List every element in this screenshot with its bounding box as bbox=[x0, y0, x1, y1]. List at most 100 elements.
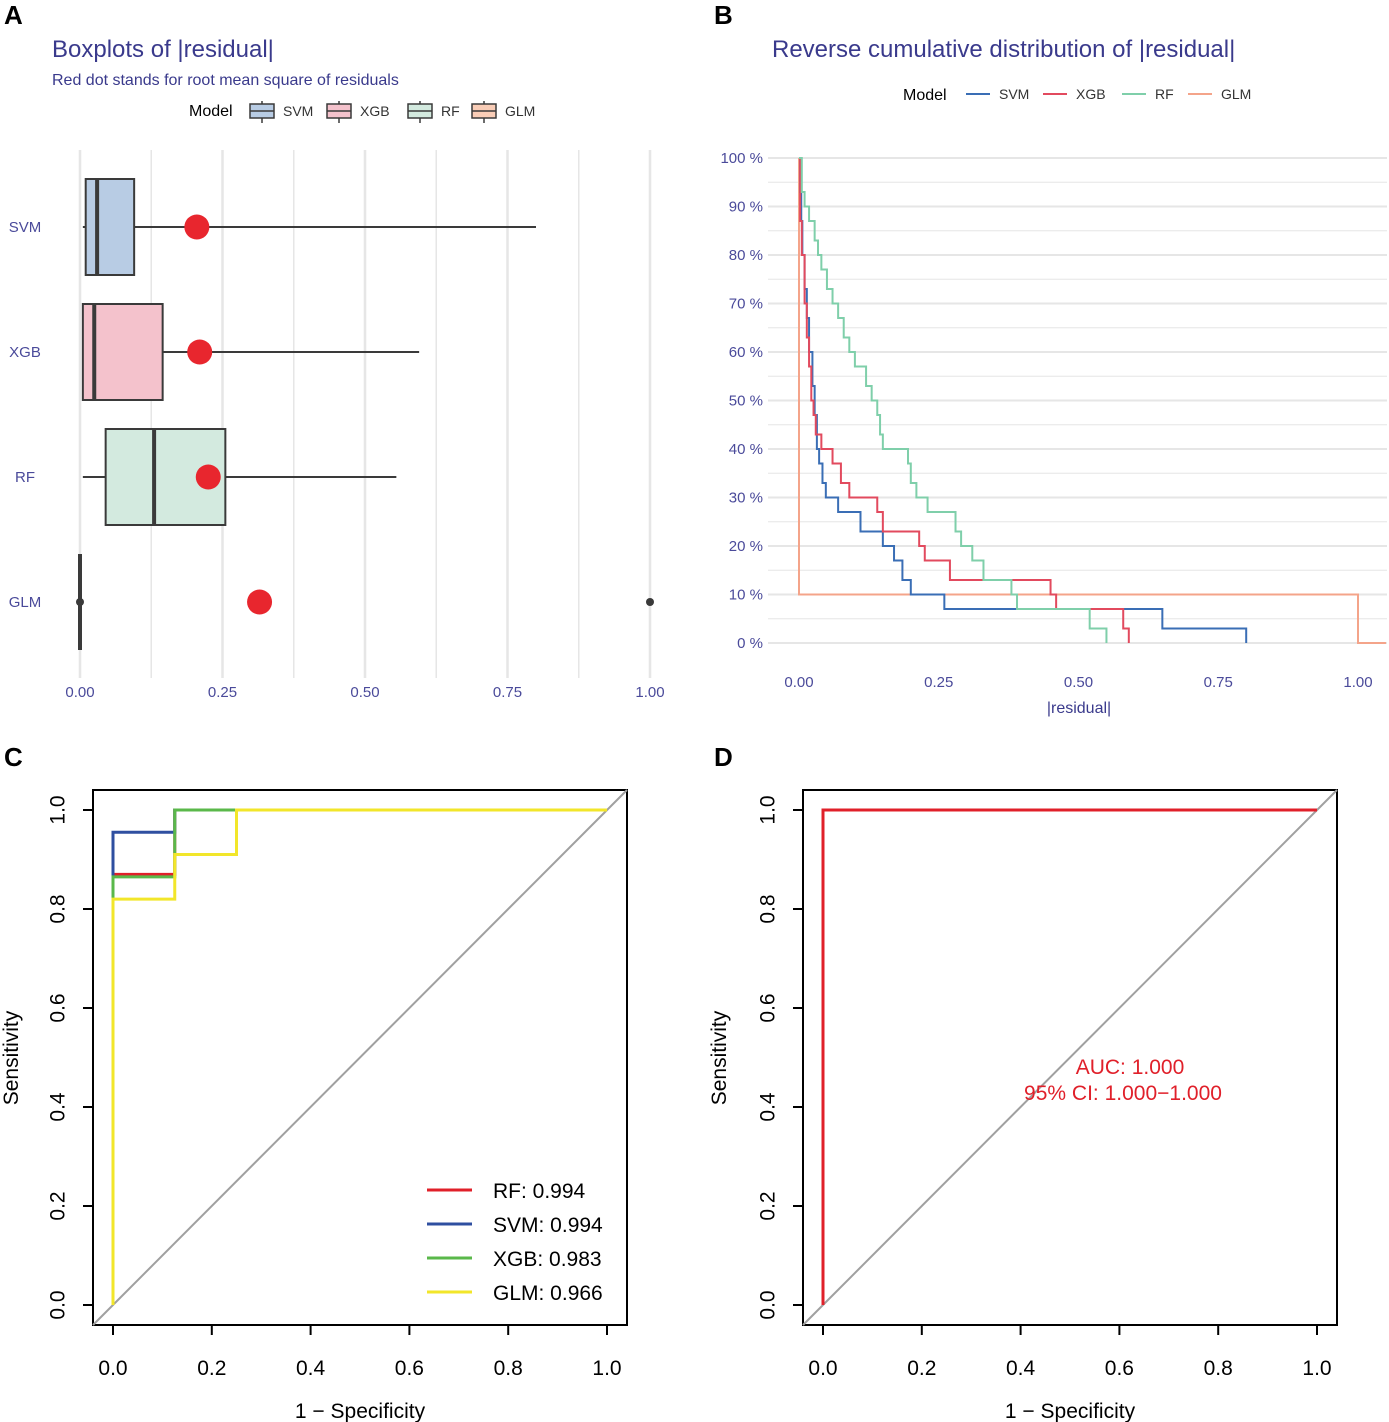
panel-c-diagonal bbox=[92, 789, 628, 1326]
panel-b-legend-label-glm: GLM bbox=[1221, 86, 1251, 102]
panel-c-ytick-0-4: 0.4 bbox=[47, 1092, 70, 1122]
panel-d-ytick-0-4: 0.4 bbox=[757, 1092, 780, 1122]
panel-a-outlier-glm bbox=[76, 598, 84, 606]
panel-letter-c: C bbox=[4, 742, 23, 772]
panel-a-legend-label-svm: SVM bbox=[283, 103, 313, 119]
panel-d-diagonal bbox=[802, 789, 1338, 1326]
panel-d-xtick-1-0: 1.0 bbox=[1302, 1357, 1331, 1380]
panel-b-ytick-40: 40 % bbox=[729, 441, 763, 458]
panel-a-boxplot: Boxplots of |residual| Red dot stands fo… bbox=[9, 36, 665, 701]
panel-b-legend-label-xgb: XGB bbox=[1076, 86, 1106, 102]
panel-a-legend: SVM XGB RF GLM bbox=[249, 101, 535, 123]
panel-c-xtick-0-0: 0.0 bbox=[98, 1357, 127, 1380]
panel-a-subtitle: Red dot stands for root mean square of r… bbox=[52, 72, 399, 89]
panel-d-axes: 0.0 0.2 0.4 0.6 0.8 1.0 0.0 0.2 0.4 0.6 0.8 1.0 bbox=[757, 795, 1332, 1380]
panel-c-axes: 0.0 0.2 0.4 0.6 0.8 1.0 0.0 0.2 0.4 0.6 0.8 1.0 bbox=[47, 795, 622, 1380]
panel-letter-b: B bbox=[714, 0, 733, 30]
panel-b-legend-label-rf: RF bbox=[1155, 86, 1174, 102]
panel-d-frame bbox=[802, 789, 1338, 1326]
panel-d-xlabel: 1 − Specificity bbox=[1005, 1400, 1136, 1422]
panel-c-xtick-1-0: 1.0 bbox=[592, 1357, 621, 1380]
panel-d-ytick-1-0: 1.0 bbox=[757, 795, 780, 824]
panel-a-rmse-dot-glm bbox=[247, 589, 273, 615]
panel-b-ytick-10: 10 % bbox=[729, 587, 763, 604]
panel-c-ylabel: Sensitivity bbox=[0, 1010, 23, 1105]
panel-d-roc: 0.0 0.2 0.4 0.6 0.8 1.0 0.0 0.2 0.4 0.6 0.8 1.0 AUC… bbox=[708, 789, 1338, 1422]
panel-d-series bbox=[821, 808, 1317, 1305]
panel-c-roc-line-glm bbox=[111, 808, 607, 1305]
panel-a-boxes bbox=[76, 178, 654, 650]
panel-a-xtick-0-75: 0.75 bbox=[493, 684, 522, 701]
panel-a-legend-label-rf: RF bbox=[441, 103, 460, 119]
panel-b-grid bbox=[768, 157, 1387, 644]
panel-d-auc-text: AUC: 1.000 bbox=[1076, 1056, 1185, 1079]
panel-b-step-chart: Reverse cumulative distribution of |resi… bbox=[720, 36, 1387, 717]
panel-a-title: Boxplots of |residual| bbox=[52, 36, 274, 63]
panel-a-xtick-1-00: 1.00 bbox=[635, 684, 664, 701]
panel-d-roc-line-glm bbox=[821, 808, 1317, 1305]
panel-b-legend-label-svm: SVM bbox=[999, 86, 1029, 102]
panel-c-ytick-0-2: 0.2 bbox=[47, 1191, 70, 1220]
panel-c-legend-label-rf: RF: 0.994 bbox=[493, 1180, 586, 1203]
panel-a-xtick-0-00: 0.00 bbox=[65, 684, 94, 701]
panel-a-xtick-0-25: 0.25 bbox=[208, 684, 237, 701]
panel-c-xtick-0-2: 0.2 bbox=[197, 1357, 226, 1380]
panel-letter-d: D bbox=[714, 742, 733, 772]
panel-d-ci-text: 95% CI: 1.000−1.000 bbox=[1024, 1082, 1222, 1105]
panel-b-ytick-60: 60 % bbox=[729, 344, 763, 361]
panel-c-roc: 0.0 0.2 0.4 0.6 0.8 1.0 0.0 0.2 0.4 0.6 0.8 1.0 RF:… bbox=[0, 789, 628, 1422]
panel-b-title: Reverse cumulative distribution of |resi… bbox=[772, 36, 1235, 63]
panel-b-ytick-0: 0 % bbox=[737, 635, 763, 652]
panel-c-legend: RF: 0.994 SVM: 0.994 XGB: 0.983 GLM: 0.966 bbox=[427, 1180, 603, 1305]
panel-b-legend-title: Model bbox=[903, 87, 947, 104]
panel-d-xtick-0-4: 0.4 bbox=[1006, 1357, 1036, 1380]
panel-d-xtick-0-0: 0.0 bbox=[808, 1357, 837, 1380]
panel-b-ytick-80: 80 % bbox=[729, 247, 763, 264]
panel-b-ytick-20: 20 % bbox=[729, 538, 763, 555]
panel-c-frame bbox=[92, 789, 628, 1326]
panel-b-xtick-0-50: 0.50 bbox=[1064, 674, 1093, 691]
panel-a-rmse-dot-rf bbox=[195, 464, 221, 490]
panel-b-line-rf bbox=[799, 157, 1108, 643]
panel-a-grid bbox=[78, 150, 652, 678]
panel-letter-a: A bbox=[4, 0, 23, 30]
panel-b-xlabel: |residual| bbox=[1047, 700, 1111, 717]
panel-a-rmse-dot-xgb bbox=[187, 339, 213, 365]
panel-d-ytick-0-0: 0.0 bbox=[757, 1290, 780, 1319]
panel-d-ylabel: Sensitivity bbox=[708, 1010, 731, 1105]
panel-c-ytick-0-0: 0.0 bbox=[47, 1290, 70, 1319]
panel-b-line-glm bbox=[798, 158, 1386, 644]
panel-b-ytick-50: 50 % bbox=[729, 393, 763, 410]
panel-b-ytick-30: 30 % bbox=[729, 490, 763, 507]
panel-d-xtick-0-2: 0.2 bbox=[907, 1357, 936, 1380]
panel-c-ytick-0-8: 0.8 bbox=[47, 894, 70, 923]
panel-b-ytick-70: 70 % bbox=[729, 296, 763, 313]
panel-d-ytick-0-8: 0.8 bbox=[757, 894, 780, 923]
panel-a-ytick-svm: SVM bbox=[9, 219, 42, 236]
panel-a-axis-labels: 0.00 0.25 0.50 0.75 1.00 SVM XGB RF GLM bbox=[9, 219, 665, 701]
panel-b-ytick-100: 100 % bbox=[720, 150, 763, 167]
panel-b-axis-labels: 0 % 10 % 20 % 30 % 40 % 50 % 60 % 70 % 80 % 90 % 1… bbox=[720, 150, 1372, 691]
panel-c-xtick-0-6: 0.6 bbox=[395, 1357, 424, 1380]
panel-b-xtick-1-00: 1.00 bbox=[1343, 674, 1372, 691]
panel-a-ytick-rf: RF bbox=[15, 469, 35, 486]
panel-b-series bbox=[798, 157, 1386, 644]
panel-c-legend-label-xgb: XGB: 0.983 bbox=[493, 1248, 602, 1271]
panel-b-xtick-0-00: 0.00 bbox=[784, 674, 813, 691]
panel-c-ytick-1-0: 1.0 bbox=[47, 795, 70, 824]
panel-c-xtick-0-8: 0.8 bbox=[494, 1357, 523, 1380]
panel-b-xtick-0-25: 0.25 bbox=[924, 674, 953, 691]
panel-c-legend-label-glm: GLM: 0.966 bbox=[493, 1282, 603, 1305]
panel-b-legend: SVM XGB RF GLM bbox=[966, 86, 1251, 102]
panel-a-legend-title: Model bbox=[189, 103, 233, 120]
panel-a-legend-label-xgb: XGB bbox=[360, 103, 390, 119]
panel-c-xtick-0-4: 0.4 bbox=[296, 1357, 326, 1380]
panel-a-legend-label-glm: GLM bbox=[505, 103, 535, 119]
panel-c-xlabel: 1 − Specificity bbox=[295, 1400, 426, 1422]
panel-a-outlier-glm bbox=[646, 598, 654, 606]
panel-a-ytick-xgb: XGB bbox=[9, 344, 41, 361]
panel-d-ytick-0-6: 0.6 bbox=[757, 993, 780, 1022]
panel-d-ytick-0-2: 0.2 bbox=[757, 1191, 780, 1220]
panel-b-xtick-0-75: 0.75 bbox=[1204, 674, 1233, 691]
